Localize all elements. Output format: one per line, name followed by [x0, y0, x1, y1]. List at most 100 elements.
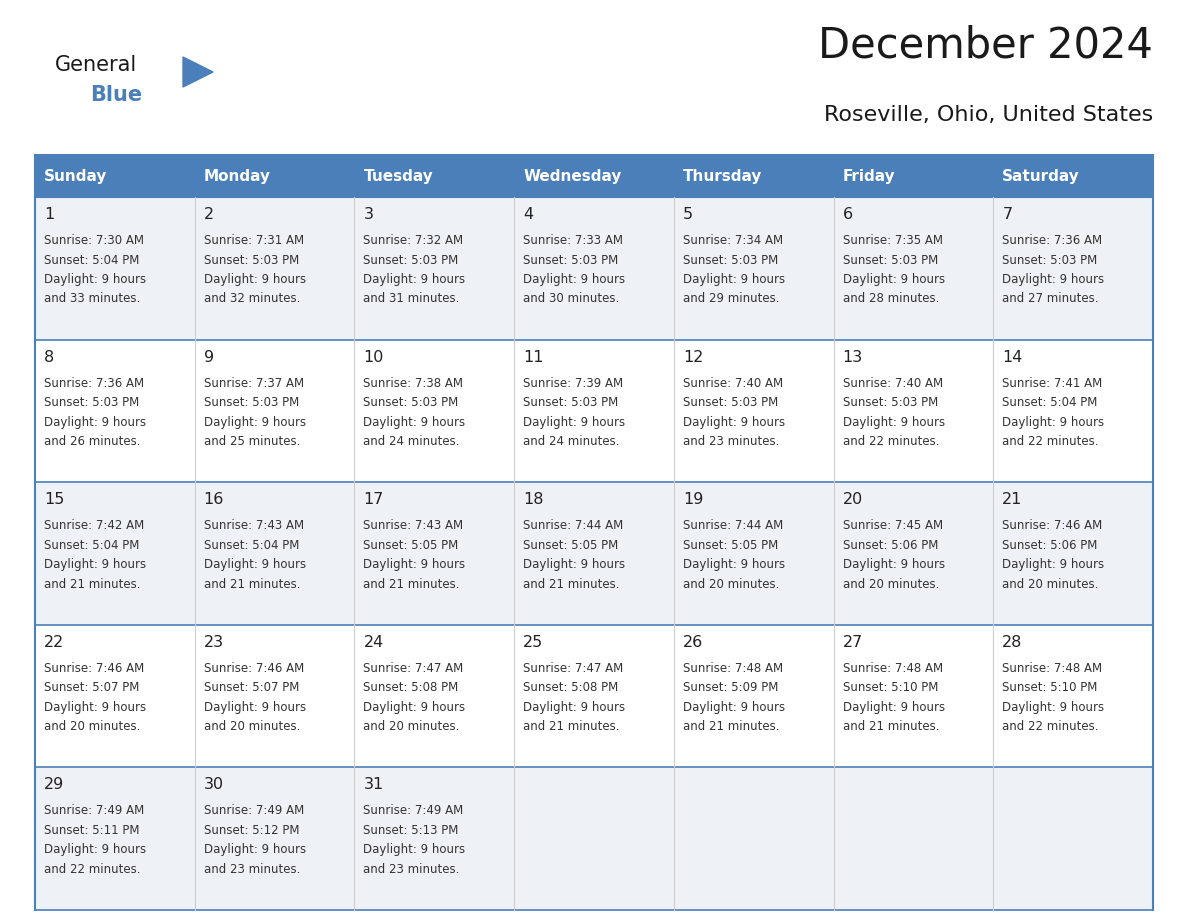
Bar [354, 155, 514, 197]
Text: and 21 minutes.: and 21 minutes. [203, 577, 301, 590]
Bar [993, 340, 1154, 482]
Text: Sunrise: 7:47 AM: Sunrise: 7:47 AM [523, 662, 624, 675]
Text: and 33 minutes.: and 33 minutes. [44, 293, 140, 306]
Text: Saturday: Saturday [1003, 169, 1080, 184]
Text: and 30 minutes.: and 30 minutes. [523, 293, 619, 306]
Bar [354, 197, 514, 340]
Text: Sunrise: 7:45 AM: Sunrise: 7:45 AM [842, 520, 943, 532]
Text: 3: 3 [364, 207, 373, 222]
Text: Sunrise: 7:44 AM: Sunrise: 7:44 AM [683, 520, 783, 532]
Text: 8: 8 [44, 350, 55, 364]
Text: Tuesday: Tuesday [364, 169, 434, 184]
Text: Sunset: 5:03 PM: Sunset: 5:03 PM [1003, 253, 1098, 266]
Text: 27: 27 [842, 635, 862, 650]
Text: 22: 22 [44, 635, 64, 650]
Polygon shape [183, 57, 213, 87]
Text: and 21 minutes.: and 21 minutes. [364, 577, 460, 590]
Text: Sunrise: 7:49 AM: Sunrise: 7:49 AM [364, 804, 463, 817]
Text: 14: 14 [1003, 350, 1023, 364]
Bar [354, 340, 514, 482]
Bar [195, 197, 354, 340]
Text: Sunset: 5:05 PM: Sunset: 5:05 PM [683, 539, 778, 552]
Text: Sunrise: 7:35 AM: Sunrise: 7:35 AM [842, 234, 942, 247]
Bar [354, 482, 514, 625]
Text: Sunset: 5:10 PM: Sunset: 5:10 PM [1003, 681, 1098, 694]
Bar [834, 767, 993, 910]
Bar [34, 197, 195, 340]
Text: Monday: Monday [203, 169, 271, 184]
Text: Sunrise: 7:48 AM: Sunrise: 7:48 AM [683, 662, 783, 675]
Text: Sunrise: 7:49 AM: Sunrise: 7:49 AM [203, 804, 304, 817]
Bar [993, 482, 1154, 625]
Text: Daylight: 9 hours: Daylight: 9 hours [842, 700, 944, 714]
Text: 4: 4 [523, 207, 533, 222]
Text: Sunset: 5:03 PM: Sunset: 5:03 PM [203, 253, 299, 266]
Bar [674, 767, 834, 910]
Text: Daylight: 9 hours: Daylight: 9 hours [523, 700, 625, 714]
Text: Daylight: 9 hours: Daylight: 9 hours [364, 558, 466, 571]
Text: Sunset: 5:03 PM: Sunset: 5:03 PM [683, 396, 778, 409]
Bar [514, 155, 674, 197]
Text: 17: 17 [364, 492, 384, 508]
Text: Sunset: 5:04 PM: Sunset: 5:04 PM [44, 253, 139, 266]
Text: Daylight: 9 hours: Daylight: 9 hours [1003, 416, 1105, 429]
Text: Daylight: 9 hours: Daylight: 9 hours [203, 844, 305, 856]
Bar [34, 767, 195, 910]
Text: Daylight: 9 hours: Daylight: 9 hours [44, 558, 146, 571]
Bar [674, 482, 834, 625]
Bar [834, 625, 993, 767]
Text: 25: 25 [523, 635, 543, 650]
Text: Daylight: 9 hours: Daylight: 9 hours [203, 273, 305, 286]
Text: Sunrise: 7:48 AM: Sunrise: 7:48 AM [1003, 662, 1102, 675]
Text: Sunset: 5:09 PM: Sunset: 5:09 PM [683, 681, 778, 694]
Text: Sunrise: 7:46 AM: Sunrise: 7:46 AM [203, 662, 304, 675]
Text: Sunset: 5:03 PM: Sunset: 5:03 PM [364, 396, 459, 409]
Text: Sunset: 5:03 PM: Sunset: 5:03 PM [44, 396, 139, 409]
Text: and 20 minutes.: and 20 minutes. [203, 721, 301, 733]
Text: Sunset: 5:11 PM: Sunset: 5:11 PM [44, 823, 139, 837]
Bar [674, 340, 834, 482]
Bar [674, 155, 834, 197]
Bar [674, 625, 834, 767]
Text: Daylight: 9 hours: Daylight: 9 hours [683, 416, 785, 429]
Text: Sunset: 5:06 PM: Sunset: 5:06 PM [842, 539, 939, 552]
Text: Sunrise: 7:40 AM: Sunrise: 7:40 AM [842, 376, 943, 389]
Bar [993, 155, 1154, 197]
Text: 23: 23 [203, 635, 223, 650]
Text: and 29 minutes.: and 29 minutes. [683, 293, 779, 306]
Text: Daylight: 9 hours: Daylight: 9 hours [1003, 273, 1105, 286]
Text: 29: 29 [44, 778, 64, 792]
Bar [195, 625, 354, 767]
Text: Roseville, Ohio, United States: Roseville, Ohio, United States [823, 105, 1154, 125]
Bar [674, 197, 834, 340]
Text: 31: 31 [364, 778, 384, 792]
Text: Sunrise: 7:40 AM: Sunrise: 7:40 AM [683, 376, 783, 389]
Text: Daylight: 9 hours: Daylight: 9 hours [364, 844, 466, 856]
Text: Daylight: 9 hours: Daylight: 9 hours [523, 273, 625, 286]
Text: 11: 11 [523, 350, 544, 364]
Text: Sunrise: 7:38 AM: Sunrise: 7:38 AM [364, 376, 463, 389]
Text: Sunset: 5:04 PM: Sunset: 5:04 PM [203, 539, 299, 552]
Text: Sunset: 5:03 PM: Sunset: 5:03 PM [842, 396, 937, 409]
Text: Daylight: 9 hours: Daylight: 9 hours [364, 700, 466, 714]
Bar [354, 767, 514, 910]
Text: Daylight: 9 hours: Daylight: 9 hours [683, 700, 785, 714]
Text: Sunset: 5:08 PM: Sunset: 5:08 PM [364, 681, 459, 694]
Text: Daylight: 9 hours: Daylight: 9 hours [44, 416, 146, 429]
Text: Daylight: 9 hours: Daylight: 9 hours [203, 700, 305, 714]
Text: 6: 6 [842, 207, 853, 222]
Text: Sunrise: 7:34 AM: Sunrise: 7:34 AM [683, 234, 783, 247]
Text: 21: 21 [1003, 492, 1023, 508]
Text: and 32 minutes.: and 32 minutes. [203, 293, 301, 306]
Text: Daylight: 9 hours: Daylight: 9 hours [842, 273, 944, 286]
Text: Sunday: Sunday [44, 169, 107, 184]
Text: Daylight: 9 hours: Daylight: 9 hours [1003, 700, 1105, 714]
Text: Sunset: 5:03 PM: Sunset: 5:03 PM [683, 253, 778, 266]
Text: Sunrise: 7:37 AM: Sunrise: 7:37 AM [203, 376, 304, 389]
Text: Daylight: 9 hours: Daylight: 9 hours [203, 558, 305, 571]
Text: Sunrise: 7:33 AM: Sunrise: 7:33 AM [523, 234, 624, 247]
Text: Sunrise: 7:43 AM: Sunrise: 7:43 AM [203, 520, 304, 532]
Text: and 22 minutes.: and 22 minutes. [44, 863, 140, 876]
Text: Sunrise: 7:46 AM: Sunrise: 7:46 AM [44, 662, 144, 675]
Text: and 28 minutes.: and 28 minutes. [842, 293, 939, 306]
